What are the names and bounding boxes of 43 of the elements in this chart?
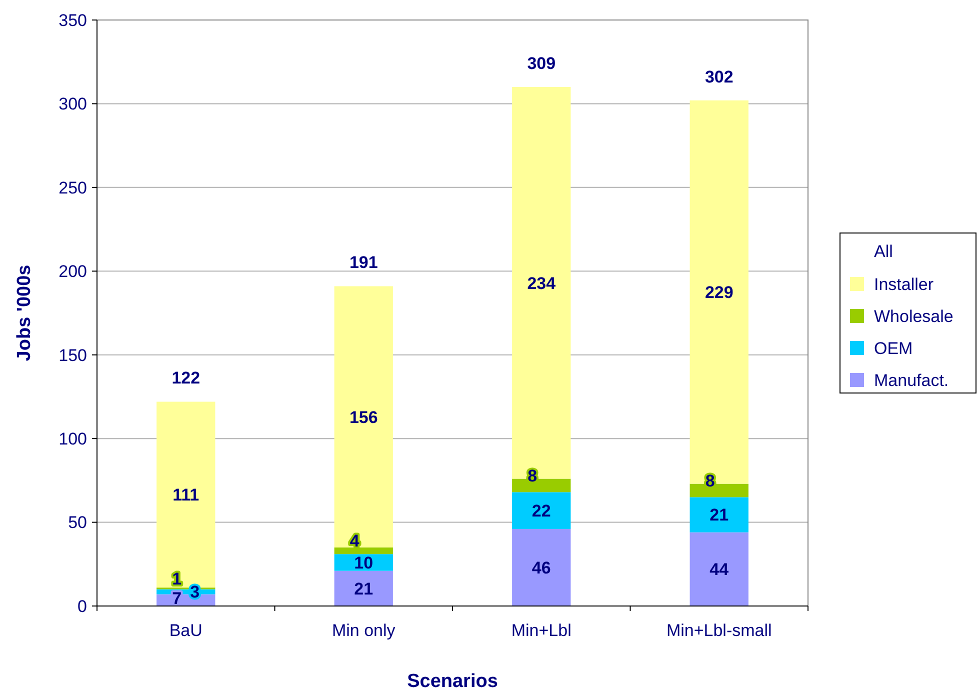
legend-label: OEM [874,338,913,358]
y-tick-label: 100 [58,430,87,449]
total-label: 122 [172,368,200,388]
x-axis-title: Scenarios [407,671,498,692]
x-tick-label: Min+Lbl [511,621,572,640]
data-label: 234 [527,274,556,293]
bar [512,528,571,606]
y-tick-label: 250 [58,178,87,198]
data-label: 21 [354,579,374,598]
legend-title: All [874,242,893,261]
total-label: 191 [349,253,378,272]
data-label: 4 [350,532,360,551]
bar [334,547,393,554]
data-label: 229 [704,283,734,302]
total-label: 302 [704,67,734,86]
data-label: 10 [354,553,374,572]
bar [334,570,393,606]
y-tick-label: 150 [58,346,87,365]
data-label: 44 [710,560,730,580]
bar [690,532,748,606]
data-label: 22 [532,502,551,521]
y-tick-label: 50 [68,513,87,532]
legend-label: Manufact. [874,370,949,390]
data-label: 156 [349,408,378,427]
data-label: 46 [532,558,551,578]
data-label: 111 [172,486,200,505]
x-tick-label: Min+Lbl-small [666,621,772,640]
legend-label: Wholesale [874,306,954,326]
y-tick-label: 350 [58,10,87,30]
data-label: 21 [710,506,729,525]
y-tick-label: 300 [58,94,87,114]
bar [512,492,571,529]
data-label: 7 [172,589,182,608]
bar [334,286,393,548]
data-label: 1 [172,569,182,588]
bar [690,497,748,532]
total-label: 309 [527,54,556,73]
x-tick-label: Min only [332,621,396,640]
y-tick-label: 0 [78,596,87,616]
y-tick-label: 200 [58,262,87,282]
y-axis-title: Jobs '000s [14,264,35,362]
x-tick-label: BaU [169,621,202,640]
legend-label: Installer [874,274,934,294]
